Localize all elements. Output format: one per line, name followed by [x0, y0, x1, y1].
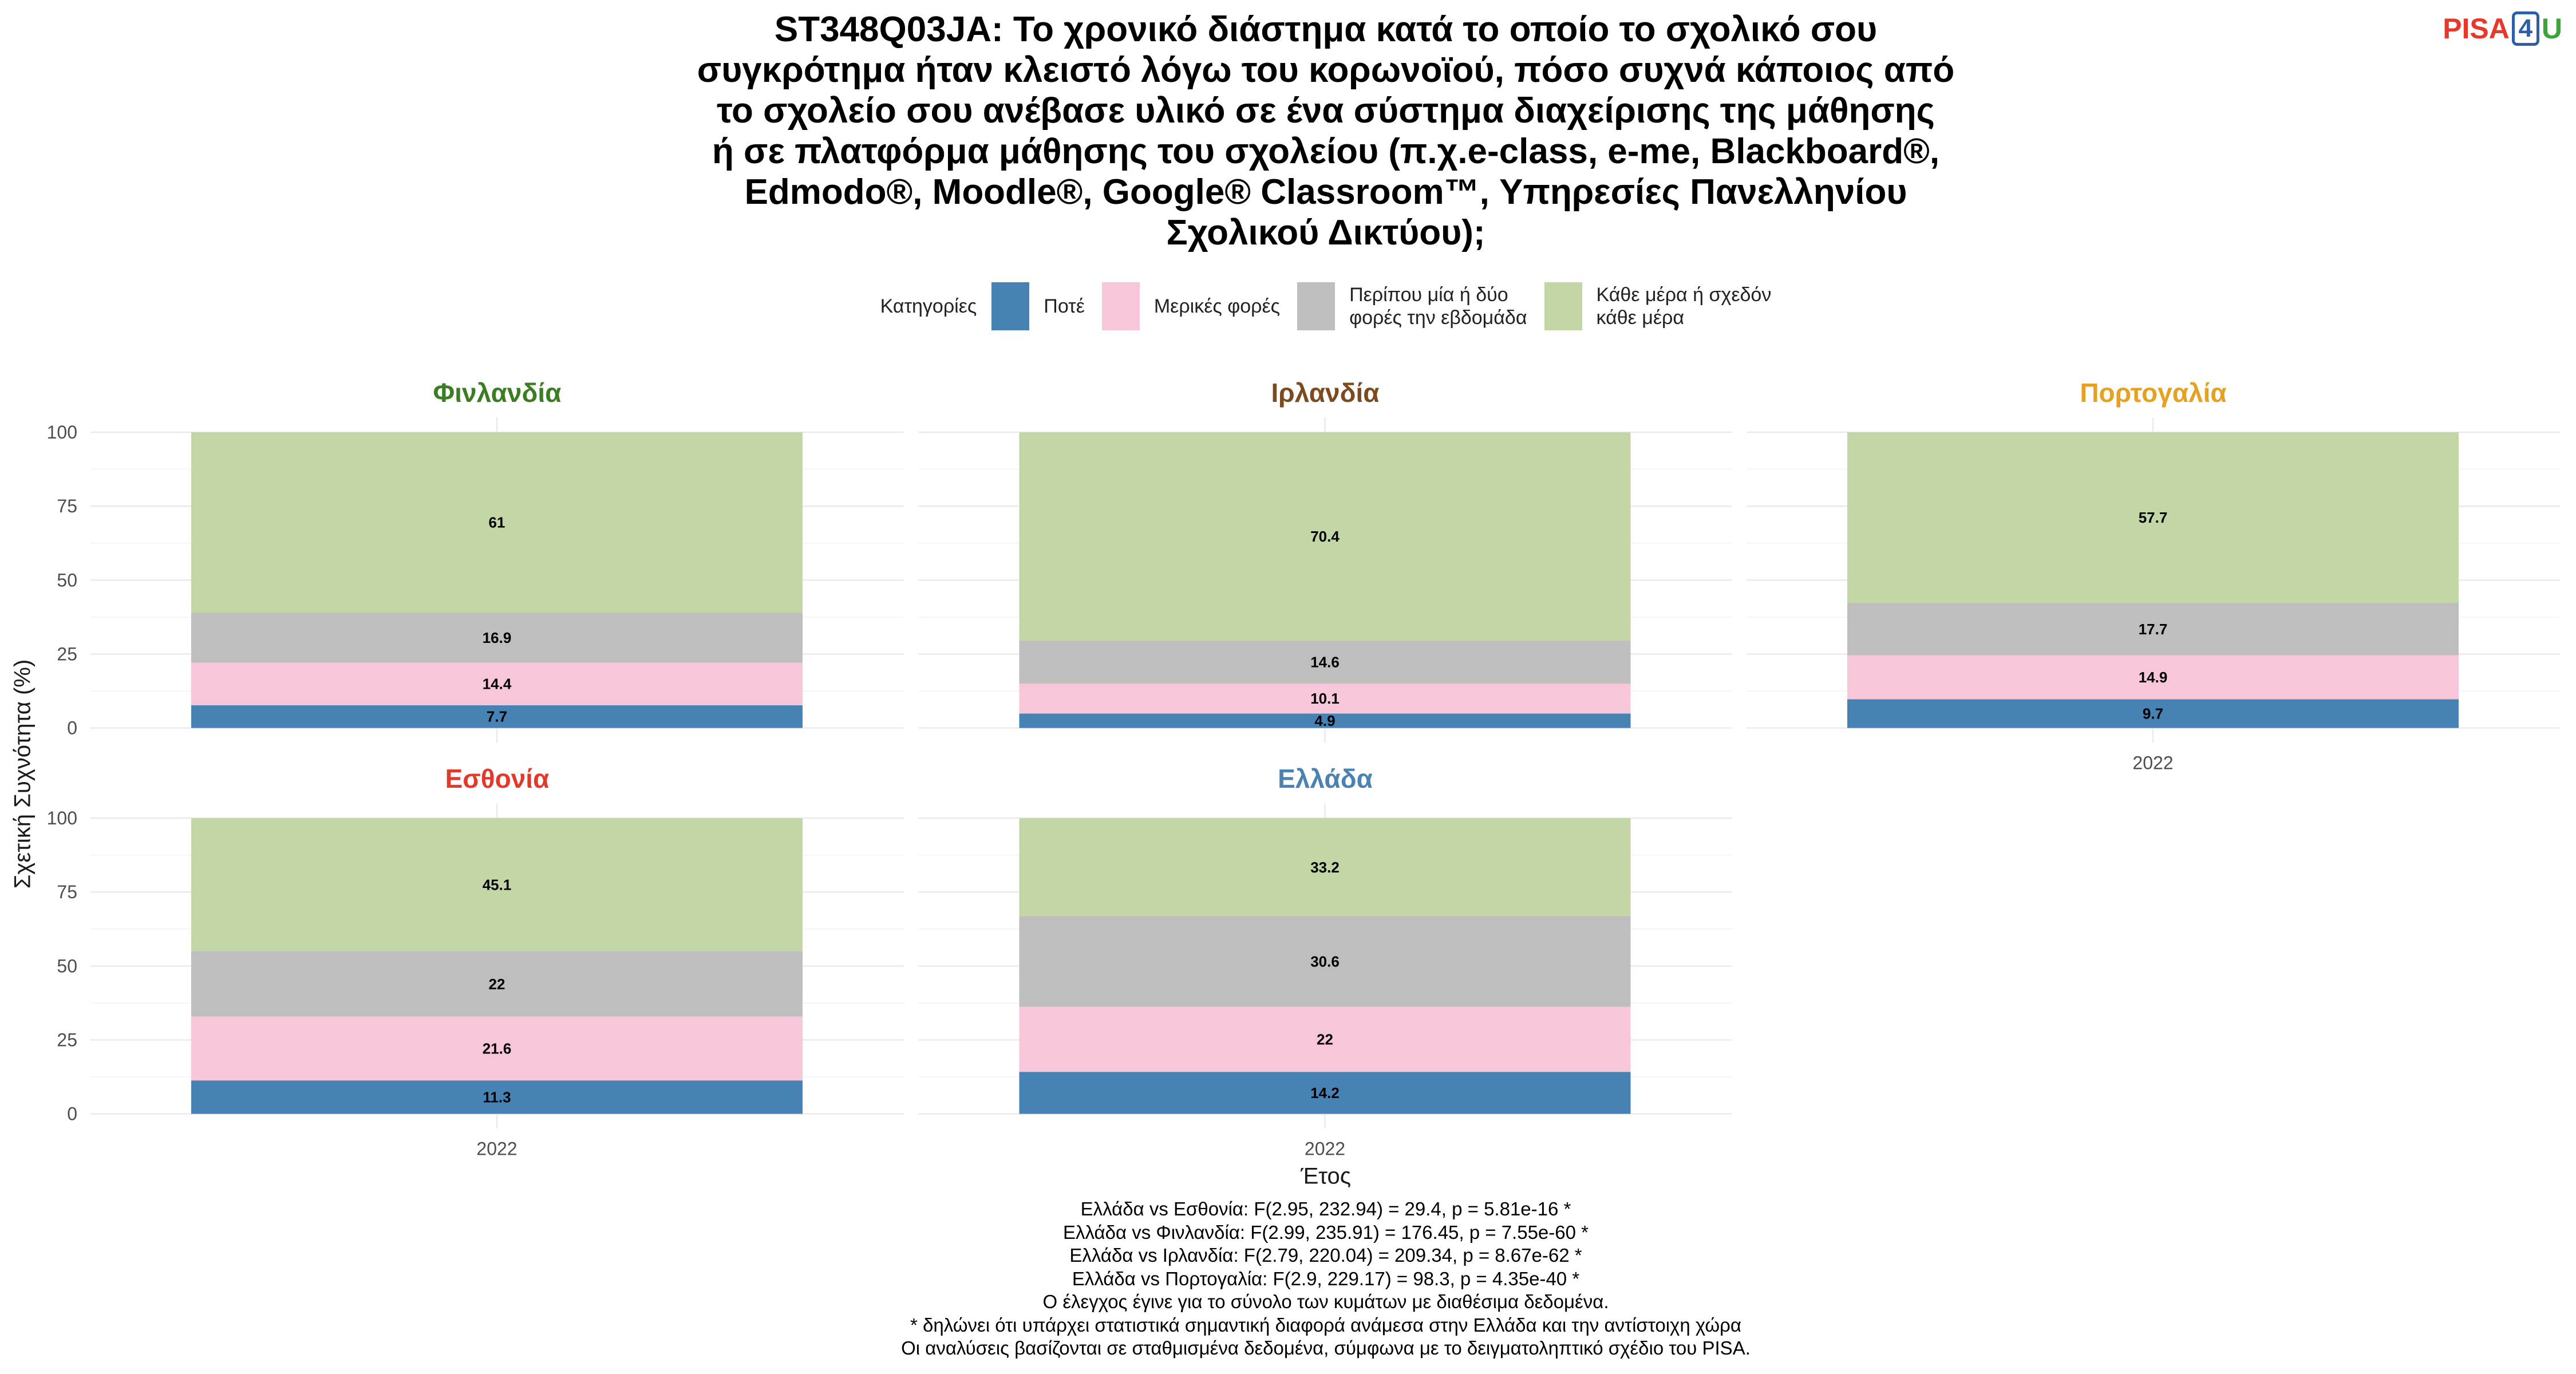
bar-segment [1019, 1006, 1631, 1072]
legend-swatch-sometimes [1101, 282, 1140, 330]
footnote-line: Ο έλεγχος έγινε για το σύνολο των κυμάτω… [1042, 1291, 1609, 1312]
legend-label-weekly: Περίπου μία ή δύο φορές την εβδομάδα [1349, 284, 1527, 329]
data-label: 21.6 [483, 1040, 512, 1057]
bar-segment [1019, 684, 1631, 714]
footnote-line: * δηλώνει ότι υπάρχει στατιστικά σημαντι… [910, 1314, 1741, 1336]
footnote-line: Ελλάδα vs Εσθονία: F(2.95, 232.94) = 29.… [1080, 1198, 1571, 1219]
bar-segment [191, 1080, 803, 1114]
facet-title: Φινλανδία [433, 378, 562, 408]
pisa4u-logo: PISA 4 U [2443, 11, 2562, 46]
chart-title-line: Edmodo®, Moodle®, Google® Classroom™, Υπ… [744, 172, 1907, 212]
data-label: 14.4 [483, 676, 512, 693]
bar-segment [191, 951, 803, 1017]
bar-segment [191, 818, 803, 951]
x-tick-label: 2022 [476, 1138, 517, 1159]
bar-segment [1019, 713, 1631, 728]
data-label: 14.9 [2139, 669, 2168, 686]
data-label: 61 [489, 514, 505, 531]
logo-text-4: 4 [2511, 11, 2539, 46]
facet-title: Ιρλανδία [1271, 378, 1379, 408]
data-label: 17.7 [2139, 621, 2168, 638]
y-tick-label: 50 [57, 956, 77, 976]
footnote-line: Ελλάδα vs Φινλανδία: F(2.99, 235.91) = 1… [1063, 1221, 1589, 1243]
data-label: 9.7 [2143, 705, 2163, 722]
y-tick-label: 75 [57, 496, 77, 516]
chart-title-line: Σχολικού Δικτύου); [1166, 213, 1485, 252]
data-label: 45.1 [483, 876, 512, 893]
data-label: 30.6 [1310, 953, 1340, 970]
legend-label-never: Ποτέ [1044, 295, 1085, 317]
x-axis-title: Έτος [1300, 1163, 1352, 1189]
y-axis-title: Σχετική Συχνότητα (%) [10, 659, 35, 889]
bar-segment [191, 705, 803, 728]
chart-title: ST348Q03JA: Το χρονικό διάστημα κατά το … [76, 9, 2576, 253]
bar-segment [1847, 603, 2459, 656]
chart-title-line: συγκρότημα ήταν κλειστό λόγω του κορωνοϊ… [697, 50, 1955, 90]
data-label: 14.6 [1310, 653, 1340, 670]
y-tick-label: 75 [57, 882, 77, 902]
legend-title: Κατηγορίες [880, 295, 977, 317]
logo-text-pisa: PISA [2443, 13, 2510, 45]
facet-title: Ελλάδα [1278, 764, 1373, 793]
bar-segment [191, 432, 803, 613]
bar-segment [191, 1016, 803, 1081]
legend-swatch-never [991, 282, 1030, 330]
y-tick-label: 100 [47, 808, 77, 828]
bar-segment [1019, 916, 1631, 1007]
y-tick-label: 25 [57, 1029, 77, 1050]
legend-label-daily: Κάθε μέρα ή σχεδόν κάθε μέρα [1596, 284, 1772, 329]
legend: Κατηγορίες Ποτέ Μερικές φορές Περίπου μί… [76, 282, 2576, 330]
footnote-line: Οι αναλύσεις βασίζονται σε σταθμισμένα δ… [901, 1337, 1751, 1359]
bar-segment [1847, 655, 2459, 700]
bar-segment [191, 613, 803, 663]
data-label: 33.2 [1310, 859, 1340, 876]
data-label: 57.7 [2139, 509, 2168, 526]
bar-segment [191, 662, 803, 705]
data-label: 14.2 [1310, 1084, 1340, 1101]
y-tick-label: 50 [57, 570, 77, 590]
chart-title-line: ή σε πλατφόρμα μάθησης του σχολείου (π.χ… [712, 132, 1940, 171]
legend-swatch-daily [1544, 282, 1582, 330]
facet-title: Πορτογαλία [2080, 378, 2226, 408]
footnotes: Ελλάδα vs Εσθονία: F(2.95, 232.94) = 29.… [76, 1198, 2576, 1360]
footnote-line: Ελλάδα vs Ιρλανδία: F(2.79, 220.04) = 20… [1069, 1245, 1582, 1266]
data-label: 22 [489, 976, 505, 993]
bar-segment [1847, 432, 2459, 603]
y-tick-label: 25 [57, 643, 77, 664]
facet-title: Εσθονία [445, 764, 550, 793]
x-tick-label: 2022 [1305, 1138, 1345, 1159]
legend-swatch-weekly [1297, 282, 1336, 330]
chart-title-line: το σχολείο σου ανέβασε υλικό σε ένα σύστ… [717, 91, 1935, 131]
data-label: 16.9 [483, 629, 512, 646]
data-label: 7.7 [487, 708, 507, 725]
data-label: 4.9 [1314, 712, 1335, 729]
chart-title-line: ST348Q03JA: Το χρονικό διάστημα κατά το … [774, 10, 1878, 49]
bar-segment [1019, 818, 1631, 917]
x-tick-label: 2022 [2132, 752, 2173, 773]
bar-segment [1847, 699, 2459, 728]
y-tick-label: 100 [47, 422, 77, 443]
bar-segment [1019, 640, 1631, 684]
footnote-line: Ελλάδα vs Πορτογαλία: F(2.9, 229.17) = 9… [1072, 1268, 1580, 1289]
y-tick-label: 0 [67, 1104, 77, 1124]
data-label: 10.1 [1310, 690, 1340, 707]
bar-segment [1019, 1072, 1631, 1114]
data-label: 70.4 [1310, 528, 1340, 545]
data-label: 11.3 [483, 1088, 511, 1105]
bar-segment [1019, 432, 1631, 641]
data-label: 22 [1317, 1030, 1333, 1048]
logo-text-u: U [2541, 13, 2562, 45]
legend-label-sometimes: Μερικές φορές [1153, 295, 1281, 317]
y-tick-label: 0 [67, 718, 77, 739]
